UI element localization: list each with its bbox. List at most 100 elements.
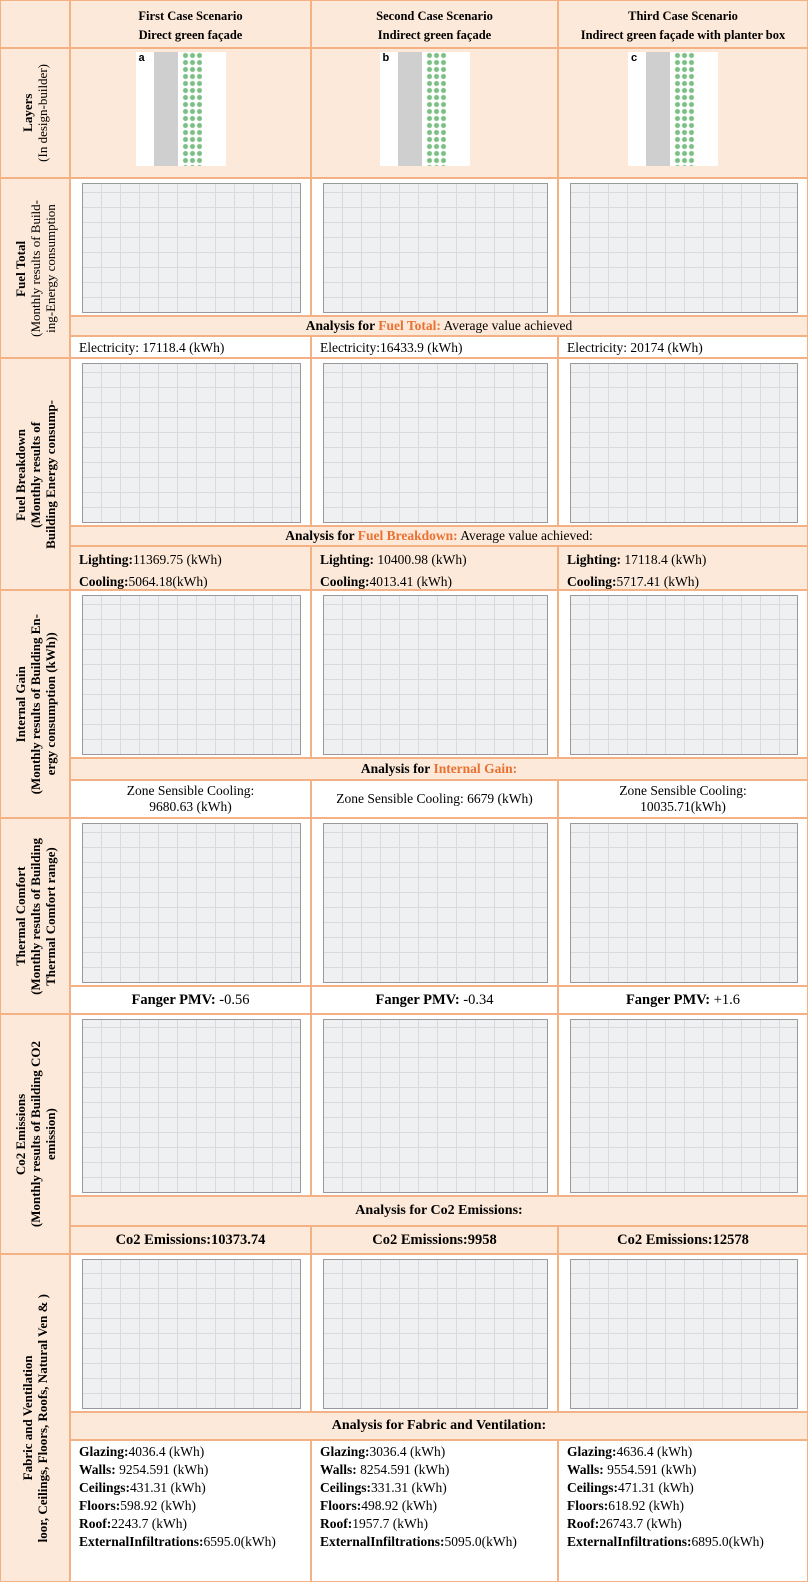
analysis-prefix: Analysis for (285, 528, 358, 543)
result-cell: Fanger PMV: +1.6 (558, 986, 808, 1014)
result-value: 10400.98 (kWh) (374, 552, 467, 567)
label-line: Fabric and Ventilation (20, 1294, 35, 1542)
label-line: (Monthly results of Building En- (28, 614, 43, 794)
chart-thumbnail (570, 183, 798, 313)
wall-layer (398, 52, 422, 166)
analysis-row: Analysis for Fuel Total: Average value a… (70, 316, 808, 336)
result-line: Ceilings:431.31 (kWh) (79, 1479, 302, 1497)
result-label: Fanger PMV: (626, 992, 710, 1008)
result-cell: Co2 Emissions:12578 (558, 1226, 808, 1254)
result-label: Co2 Emissions: (617, 1232, 712, 1248)
result-label: Cooling: (320, 574, 370, 589)
result-cell: Zone Sensible Cooling:9680.63 (kWh) (70, 780, 311, 818)
row-label-text: Internal Gain(Monthly results of Buildin… (13, 614, 58, 794)
result-value: 4636.4 (kWh) (617, 1444, 693, 1459)
row-label: Fuel Total(Monthly results of Build-ing-… (0, 178, 70, 358)
label-line: Internal Gain (13, 614, 28, 794)
result-label: Cooling: (567, 574, 617, 589)
result-line: Fanger PMV: -0.56 (131, 992, 249, 1009)
panel-letter: a (139, 52, 145, 64)
result-line: Glazing:4636.4 (kWh) (567, 1443, 799, 1461)
result-cell: Glazing:4636.4 (kWh)Walls: 9554.591 (kWh… (558, 1440, 808, 1582)
label-line: Building Energy consump- (43, 400, 58, 549)
result-label: Floors: (79, 1498, 120, 1513)
label-line: (Monthly results of (28, 400, 43, 549)
result-label: Walls: (79, 1462, 116, 1477)
chart-thumbnail (82, 823, 301, 983)
result-value: 9554.591 (kWh) (604, 1462, 697, 1477)
column-title: Second Case Scenario (376, 9, 493, 24)
result-label: Walls: (567, 1462, 604, 1477)
row-label: Internal Gain(Monthly results of Buildin… (0, 590, 70, 818)
result-label: Glazing: (320, 1444, 370, 1459)
result-value: 8254.591 (kWh) (357, 1462, 450, 1477)
chart-thumbnail (82, 595, 301, 755)
chart-thumbnail (323, 363, 548, 523)
chart-thumbnail (570, 1019, 798, 1193)
label-line: ing-Energy consumption (43, 200, 58, 337)
result-text: Electricity:16433.9 (kWh) (320, 340, 462, 355)
result-cell: Lighting:11369.75 (kWh)Cooling:5064.18(k… (70, 546, 311, 590)
chart-thumbnail (570, 1259, 798, 1409)
wall-layer (646, 52, 670, 166)
result-value: 6895.0(kWh) (692, 1534, 764, 1549)
result-value: 4013.41 (kWh) (370, 574, 452, 589)
result-value: 5095.0(kWh) (445, 1534, 517, 1549)
result-cell: Electricity: 17118.4 (kWh) (70, 336, 311, 358)
result-label: Glazing: (567, 1444, 617, 1459)
result-line: Roof:2243.7 (kWh) (79, 1515, 302, 1533)
result-cell: Zone Sensible Cooling:10035.71(kWh) (558, 780, 808, 818)
result-line: Walls: 9254.591 (kWh) (79, 1461, 302, 1479)
chart-thumbnail (82, 363, 301, 523)
analysis-topic: Internal Gain: (433, 761, 517, 776)
result-value: 10373.74 (211, 1232, 265, 1248)
result-label: ExternalInfiltrations: (567, 1534, 692, 1549)
result-value: 6595.0(kWh) (204, 1534, 276, 1549)
result-label: Ceilings: (79, 1480, 130, 1495)
analysis-text: Analysis for Fuel Breakdown: Average val… (285, 528, 592, 544)
label-line: (Monthly results of Build- (28, 200, 43, 337)
vegetation-layer (426, 52, 446, 166)
analysis-suffix: Average value achieved: (458, 528, 593, 543)
result-line: Lighting: 17118.4 (kWh) (567, 549, 799, 571)
column-title: First Case Scenario (138, 9, 242, 24)
chart-thumbnail (323, 1019, 548, 1193)
document: First Case Scenario Direct green façade Se… (0, 0, 808, 1582)
result-value: 17118.4 (kWh) (621, 552, 706, 567)
result-line: ExternalInfiltrations:5095.0(kWh) (320, 1533, 549, 1551)
result-line: Lighting:11369.75 (kWh) (79, 549, 302, 571)
chart-thumbnail (323, 1259, 548, 1409)
column-subtitle: Indirect green façade with planter box (581, 28, 786, 43)
analysis-prefix: Analysis for (361, 761, 434, 776)
chart-thumbnail (82, 1019, 301, 1193)
column-subtitle: Direct green façade (139, 28, 243, 43)
result-value: 9958 (468, 1232, 497, 1248)
result-value: 471.31 (kWh) (618, 1480, 694, 1495)
result-text: Electricity: 17118.4 (kWh) (79, 340, 224, 355)
analysis-prefix: Analysis for (306, 318, 379, 333)
result-value: 26743.7 (kWh) (599, 1516, 681, 1531)
result-label: Lighting: (79, 552, 133, 567)
result-label: Ceilings: (567, 1480, 618, 1495)
result-cell: Glazing:4036.4 (kWh)Walls: 9254.591 (kWh… (70, 1440, 311, 1582)
result-line: Lighting: 10400.98 (kWh) (320, 549, 549, 571)
result-label: Glazing: (79, 1444, 129, 1459)
result-line: Zone Sensible Cooling: 6679 (kWh) (336, 791, 532, 807)
result-label: Co2 Emissions: (116, 1232, 211, 1248)
result-line: Floors:498.92 (kWh) (320, 1497, 549, 1515)
result-line: Walls: 9554.591 (kWh) (567, 1461, 799, 1479)
result-value: 5717.41 (kWh) (617, 574, 699, 589)
result-label: Floors: (567, 1498, 608, 1513)
result-label: Fanger PMV: (375, 992, 459, 1008)
result-line: Zone Sensible Cooling: (619, 783, 747, 799)
result-line: Fanger PMV: -0.34 (375, 992, 493, 1009)
analysis-row: Analysis for Internal Gain: (70, 758, 808, 780)
result-value: 498.92 (kWh) (361, 1498, 437, 1513)
label-line: emission) (43, 1041, 58, 1227)
row-label: Thermal Comfort(Monthly results of Build… (0, 818, 70, 1014)
chart-thumbnail (323, 183, 548, 313)
result-line: Ceilings:471.31 (kWh) (567, 1479, 799, 1497)
